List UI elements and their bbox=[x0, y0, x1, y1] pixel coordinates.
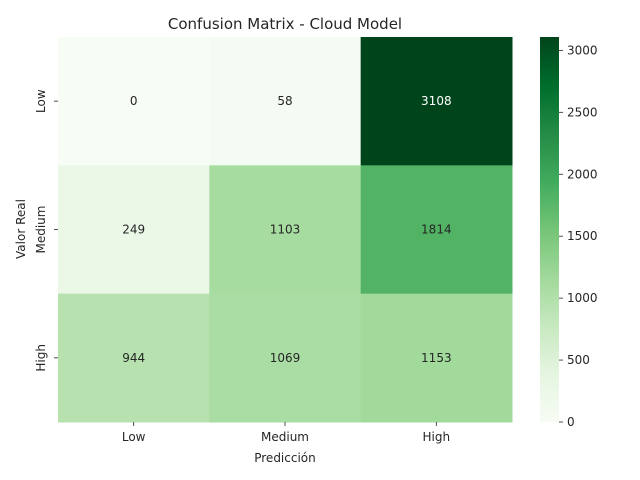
cell-value-label: 1153 bbox=[421, 351, 452, 365]
heatmap-cell bbox=[209, 165, 362, 295]
heatmap-cell bbox=[58, 293, 210, 423]
colorbar-ticks: 0 500 1000 1500 2000 2500 3000 bbox=[559, 43, 598, 429]
cell-value-label: 3108 bbox=[421, 94, 452, 108]
cell-value-label: 249 bbox=[122, 223, 145, 237]
heatmap-cells bbox=[58, 37, 513, 423]
y-tick-label: High bbox=[34, 344, 48, 372]
y-axis-label: Valor Real bbox=[14, 199, 28, 259]
cell-value-label: 1069 bbox=[270, 351, 301, 365]
y-tick-label: Low bbox=[34, 89, 48, 113]
x-tick-label: Low bbox=[122, 430, 146, 444]
colorbar-tick-label: 0 bbox=[567, 415, 575, 429]
colorbar-tick-label: 2500 bbox=[567, 105, 598, 119]
x-axis-ticks: Low Medium High bbox=[122, 422, 450, 444]
colorbar-tick-label: 1000 bbox=[567, 291, 598, 305]
colorbar-tick-label: 3000 bbox=[567, 43, 598, 57]
cell-value-label: 1814 bbox=[421, 223, 452, 237]
cell-value-label: 944 bbox=[122, 351, 145, 365]
y-axis-ticks: Low Medium High bbox=[34, 89, 58, 372]
x-tick-label: High bbox=[423, 430, 451, 444]
heatmap-cell bbox=[209, 293, 362, 423]
heatmap-cell bbox=[58, 165, 210, 295]
heatmap-cell bbox=[209, 37, 362, 166]
cell-annotations: 0 58 3108 249 1103 1814 944 1069 1153 bbox=[122, 94, 451, 365]
colorbar bbox=[540, 37, 559, 422]
colorbar-tick-label: 1500 bbox=[567, 229, 598, 243]
colorbar-tick-label: 500 bbox=[567, 353, 590, 367]
heatmap-cell bbox=[360, 293, 513, 423]
x-axis-label: Predicción bbox=[254, 451, 316, 465]
heatmap-cell bbox=[360, 165, 513, 295]
colorbar-tick-label: 2000 bbox=[567, 167, 598, 181]
y-tick-label: Medium bbox=[34, 206, 48, 254]
heatmap-cell bbox=[360, 37, 513, 166]
chart-title: Confusion Matrix - Cloud Model bbox=[168, 15, 402, 33]
cell-value-label: 58 bbox=[277, 94, 292, 108]
cell-value-label: 1103 bbox=[270, 223, 301, 237]
cell-value-label: 0 bbox=[130, 94, 138, 108]
x-tick-label: Medium bbox=[261, 430, 309, 444]
heatmap-cell bbox=[58, 37, 210, 166]
